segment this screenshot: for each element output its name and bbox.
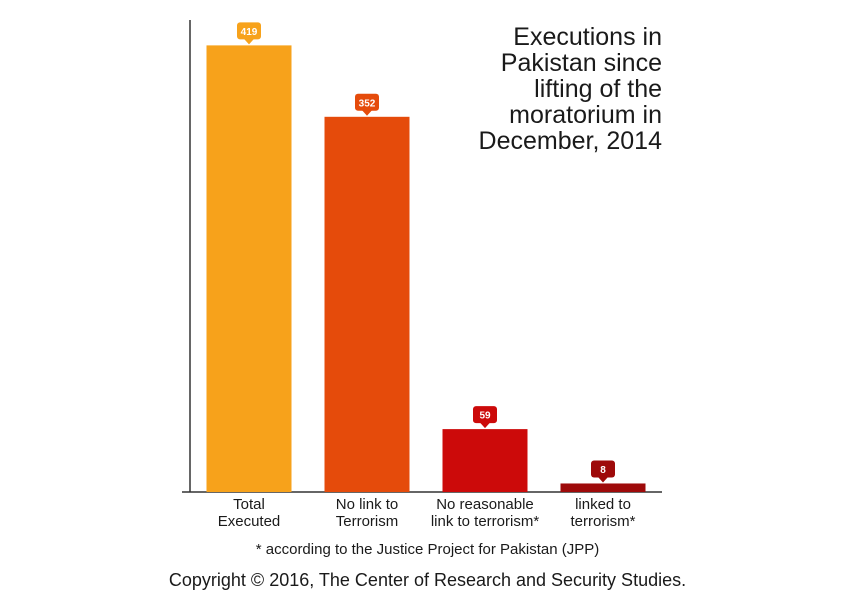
value-callout: 59 <box>473 406 497 429</box>
value-callout-pointer <box>598 476 608 483</box>
category-label: No reasonable <box>436 496 534 513</box>
category-label: Terrorism <box>336 513 399 530</box>
value-callout: 419 <box>237 22 261 45</box>
data-label: 419 <box>241 27 258 38</box>
value-callout: 8 <box>591 460 615 483</box>
bar <box>206 45 292 492</box>
category-label: Executed <box>218 513 281 530</box>
value-callout: 352 <box>355 93 379 116</box>
value-callout-box <box>473 406 497 424</box>
data-label: 8 <box>600 465 606 476</box>
bar <box>442 429 528 492</box>
bar <box>560 483 646 492</box>
chart-title-line: moratorium in <box>509 101 662 129</box>
value-callout-pointer <box>480 422 490 429</box>
chart-title-line: Pakistan since <box>500 49 662 77</box>
data-label: 59 <box>479 411 491 422</box>
chart-title-line: lifting of the <box>534 75 662 103</box>
value-callout-pointer <box>362 110 372 116</box>
copyright-notice: Copyright © 2016, The Center of Research… <box>168 570 687 590</box>
chart-title-line: December, 2014 <box>478 127 662 155</box>
value-callout-box <box>237 22 261 40</box>
bar <box>324 116 410 493</box>
category-label: Total <box>233 496 265 513</box>
category-label: No link to <box>336 496 399 513</box>
chart-title: Executions in Pakistan since lifting of … <box>430 24 662 154</box>
category-label: terrorism* <box>570 513 635 530</box>
value-callout-box <box>591 460 615 478</box>
category-label: linked to <box>575 496 631 513</box>
value-callout-pointer <box>244 38 254 45</box>
data-label: 352 <box>359 98 376 109</box>
chart-title-line: Executions in <box>513 23 662 51</box>
footnote: * according to the Justice Project for P… <box>255 541 600 558</box>
category-label: link to terrorism* <box>431 513 540 530</box>
value-callout-box <box>355 93 379 111</box>
